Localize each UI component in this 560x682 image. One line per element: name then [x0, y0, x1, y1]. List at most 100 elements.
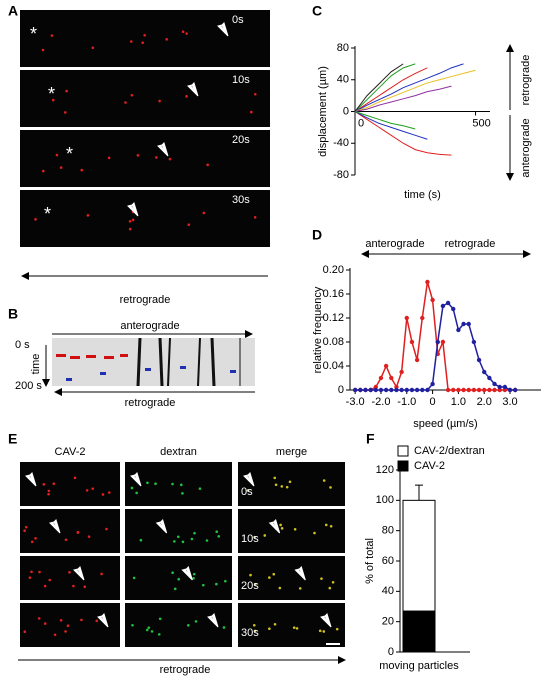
- column-header: merge: [276, 446, 307, 458]
- particle: [107, 156, 111, 160]
- particle: [24, 525, 28, 529]
- particle: [176, 535, 180, 539]
- label: anterograde: [365, 238, 424, 250]
- time-label: 30s: [241, 627, 259, 639]
- label: 200 s: [15, 380, 42, 392]
- particle: [66, 624, 70, 627]
- x-tick-label: -2.0: [371, 396, 390, 408]
- particle: [273, 623, 277, 626]
- particle: [95, 619, 99, 623]
- x-axis-label: speed (µm/s): [413, 418, 477, 430]
- label: anterograde: [520, 118, 532, 177]
- arrowhead: [187, 82, 199, 97]
- time-label: 0s: [241, 486, 253, 498]
- particle: [34, 537, 37, 540]
- particle: [168, 157, 172, 161]
- y-axis-label: % of total: [364, 538, 376, 584]
- particle: [288, 480, 292, 484]
- particle: [91, 46, 95, 50]
- label: retrograde: [125, 397, 176, 409]
- particle: [47, 492, 50, 496]
- particle: [145, 628, 149, 632]
- particle: [131, 623, 134, 627]
- data-line: [354, 111, 416, 130]
- particle: [64, 630, 67, 633]
- particle: [147, 626, 151, 629]
- particle: [141, 41, 144, 45]
- arrowhead: [49, 519, 61, 534]
- time-label: 20s: [241, 580, 259, 592]
- y-tick-label: 0: [338, 384, 344, 396]
- y-axis-label: relative frequency: [312, 286, 324, 373]
- particle: [59, 166, 63, 169]
- arrowhead: [130, 472, 142, 487]
- particle: [72, 584, 75, 588]
- particle: [192, 572, 196, 576]
- particle: [280, 527, 284, 530]
- particle: [34, 218, 37, 221]
- scale-bar: [250, 248, 266, 250]
- particle: [185, 32, 188, 35]
- data-line: [354, 85, 452, 112]
- particle: [179, 483, 183, 487]
- arrowhead: [181, 566, 193, 581]
- particle: [50, 34, 54, 37]
- particle: [139, 538, 143, 542]
- particle: [85, 489, 89, 492]
- micrograph: [20, 509, 120, 553]
- particle: [285, 485, 289, 489]
- particle: [215, 582, 218, 586]
- arrowhead: [157, 142, 169, 157]
- particle: [128, 227, 132, 231]
- x-tick-label: 500: [472, 117, 490, 129]
- legend-swatch: [397, 460, 409, 472]
- particle: [320, 577, 323, 580]
- arrowhead: [97, 613, 109, 628]
- particle: [249, 573, 252, 577]
- arrowhead: [155, 519, 168, 534]
- micrograph: [238, 603, 345, 647]
- particle: [165, 38, 168, 41]
- particle: [324, 523, 328, 527]
- particle: [293, 528, 297, 531]
- particle: [37, 617, 41, 620]
- data-line: [354, 111, 428, 140]
- x-axis-label: time (s): [404, 189, 441, 201]
- particle: [43, 622, 47, 625]
- micrograph: [20, 190, 270, 247]
- y-tick-label: -40: [333, 137, 349, 149]
- particle: [249, 110, 253, 114]
- particle: [30, 570, 33, 574]
- kymograph-tracks: [136, 337, 241, 387]
- panel-label: B: [8, 306, 18, 322]
- error-bar: [415, 484, 423, 501]
- x-tick-label: 1.0: [451, 396, 466, 408]
- asterisk: *: [44, 204, 51, 224]
- time-label: 20s: [232, 134, 250, 146]
- particle: [202, 211, 206, 215]
- particle: [73, 476, 77, 480]
- label: 0 s: [15, 339, 30, 351]
- y-axis-label: displacement (µm): [317, 66, 329, 157]
- y-tick-label: 0.08: [323, 336, 344, 348]
- time-label: 0s: [232, 14, 244, 26]
- particle: [101, 493, 105, 496]
- x-tick-label: -3.0: [346, 396, 365, 408]
- asterisk: *: [48, 84, 55, 104]
- data-line: [355, 302, 516, 391]
- particle: [41, 169, 45, 173]
- particle: [130, 93, 134, 97]
- particle: [329, 524, 333, 528]
- particle: [43, 584, 47, 588]
- particle: [105, 527, 108, 531]
- micrograph: [20, 462, 120, 506]
- particle: [158, 99, 161, 103]
- x-tick-label: 3.0: [502, 396, 517, 408]
- particle: [268, 576, 271, 579]
- x-tick-label: moving particles: [379, 660, 459, 672]
- y-tick-label: 0.12: [323, 312, 344, 324]
- arrowhead: [25, 472, 37, 487]
- particle: [198, 487, 202, 490]
- y-tick-label: 20: [382, 616, 394, 628]
- micrograph: [20, 10, 270, 67]
